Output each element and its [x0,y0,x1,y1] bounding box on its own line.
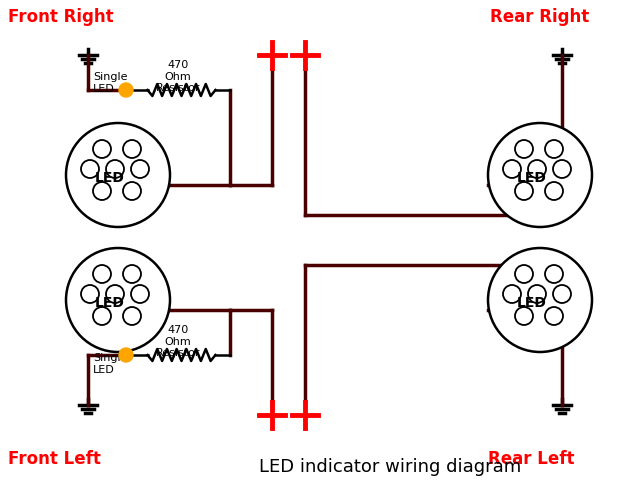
Circle shape [93,182,111,200]
Circle shape [106,285,124,303]
Text: Rear Left: Rear Left [488,450,575,468]
Circle shape [528,160,546,178]
Circle shape [93,307,111,325]
Text: Front Right: Front Right [8,8,114,26]
Text: Front Left: Front Left [8,450,101,468]
Circle shape [131,285,149,303]
Text: Rear Right: Rear Right [490,8,589,26]
Circle shape [515,182,533,200]
Circle shape [545,307,563,325]
Circle shape [81,160,99,178]
Circle shape [93,140,111,158]
Circle shape [515,265,533,283]
Circle shape [66,248,170,352]
Circle shape [553,285,571,303]
Circle shape [123,182,141,200]
Circle shape [553,160,571,178]
Text: Single
LED: Single LED [93,72,127,94]
Circle shape [515,140,533,158]
Circle shape [119,348,133,362]
Text: LED indicator wiring diagram: LED indicator wiring diagram [259,458,521,476]
Circle shape [81,285,99,303]
Circle shape [131,160,149,178]
Circle shape [119,83,133,97]
Circle shape [93,265,111,283]
Text: 470
Ohm
Resistor: 470 Ohm Resistor [156,60,200,93]
Text: LED: LED [95,296,125,310]
Circle shape [488,123,592,227]
Circle shape [515,307,533,325]
Text: 470
Ohm
Resistor: 470 Ohm Resistor [156,325,200,358]
Circle shape [545,140,563,158]
Circle shape [545,182,563,200]
Circle shape [66,123,170,227]
Text: LED: LED [517,171,547,185]
Text: Single
LED: Single LED [93,353,127,374]
Circle shape [545,265,563,283]
Circle shape [488,248,592,352]
Circle shape [106,160,124,178]
Circle shape [503,160,521,178]
Text: LED: LED [517,296,547,310]
Text: LED: LED [95,171,125,185]
Circle shape [123,265,141,283]
Circle shape [123,307,141,325]
Circle shape [123,140,141,158]
Circle shape [528,285,546,303]
Circle shape [503,285,521,303]
